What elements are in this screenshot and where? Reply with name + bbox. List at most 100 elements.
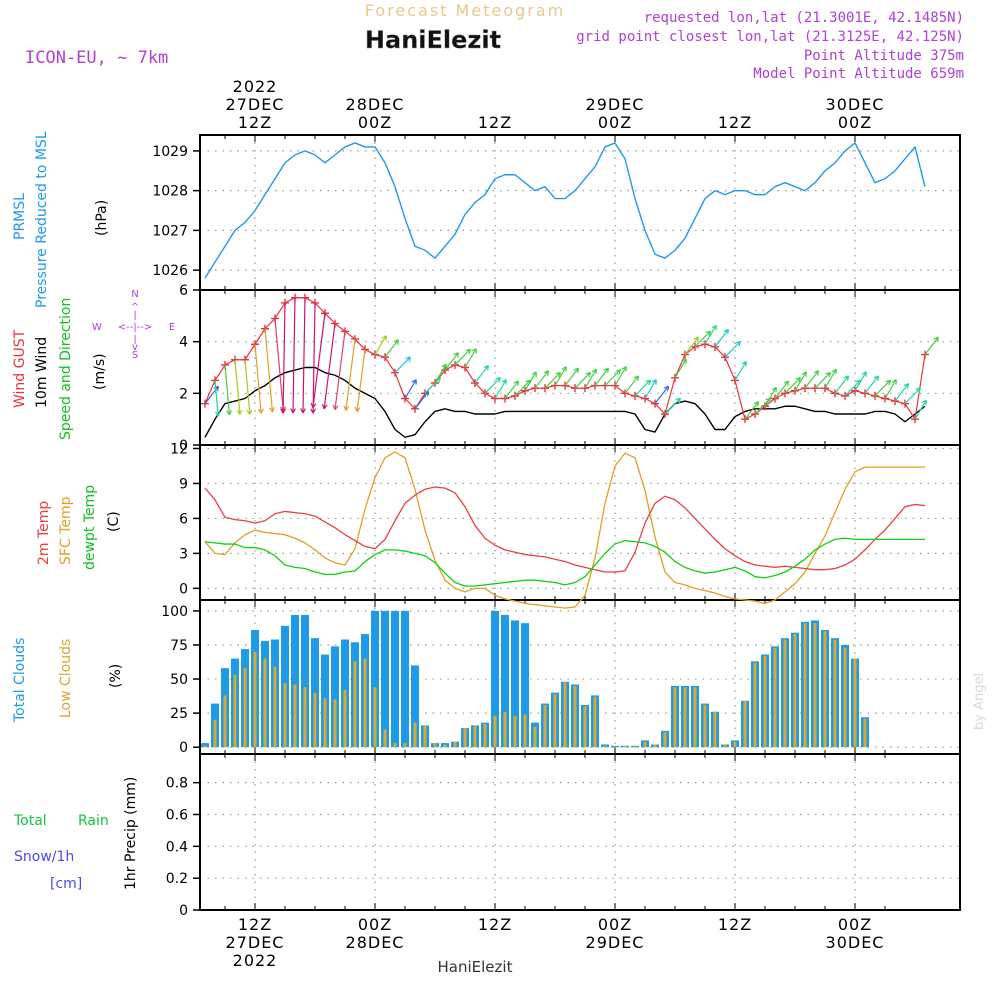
total-cloud-bar [401,610,409,748]
pressure-unit: (hPa) [94,200,110,236]
low-cloud-bar [473,725,477,748]
time-label: 28DEC [346,95,405,114]
wind-arrow-head [783,380,790,387]
low-cloud-bar [343,689,347,748]
wind-direction-arrow [654,385,669,405]
credit-watermark: by Angel [972,673,987,730]
total-cloud-bar [511,620,519,748]
low-cloud-bar [243,668,247,748]
time-label: 12Z [478,113,512,132]
precip-frame [199,753,961,911]
time-label: 00Z [598,113,632,132]
wind-arrow-head [873,375,880,381]
wind-direction-arrow [444,352,459,371]
wind-arrow-head [214,411,221,417]
y-tick-label: 0.4 [166,839,188,855]
wind-arrow-head [663,385,670,392]
low-cloud-bar [573,685,577,748]
wind-direction-arrow [694,330,711,348]
meteogram-subtitle: Forecast Meteogram [365,1,565,20]
wind-direction-arrow [244,359,251,415]
wind-arrow-head [531,371,537,377]
wind-direction-arrow [774,380,789,399]
low-cloud-bar [423,725,427,748]
low-cloud-bar [793,634,797,748]
time-label: 00Z [358,915,392,934]
wind-arrow-head [465,348,471,355]
time-label: 2022 [233,77,278,96]
wind-arrow-head [411,379,417,385]
pressure-frame [199,134,961,291]
wind-panel [201,293,940,438]
wind-direction-arrow [224,364,231,415]
wind-arrow-head [543,370,550,376]
y-tick-label: 0 [179,581,188,597]
model-altitude: Model Point Altitude 659m [753,66,964,82]
low-cloud-bar [753,662,757,748]
wind-direction-arrow [474,365,489,384]
wind-arrow-head [290,408,296,414]
low-cloud-bar [743,700,747,748]
y-tick-label: 4 [179,335,188,351]
precip-rain-label: Rain [78,813,109,829]
wind-compass: N ^ | W <--|--> E | v S [92,289,175,361]
wind-arrow-head [603,367,610,374]
gust-marker [201,399,209,408]
grid-point-coords: grid point closest lon,lat (21.3125E, 42… [576,29,964,45]
low-cloud-bar [813,623,817,748]
wind-arrow-head [843,375,850,381]
y-tick-label: 0.2 [166,871,188,887]
low-cloud-bar [493,715,497,748]
wind-arrow-head [915,387,921,393]
wind-direction-arrow [644,379,657,399]
y-tick-label: 75 [170,638,188,654]
wind-direction-arrow [312,302,316,414]
point-altitude: Point Altitude 375m [804,48,964,64]
wind-direction-arrow [454,348,471,366]
low-cloud-bar [713,711,717,748]
wind-direction-arrow [804,370,819,389]
wind-direction-arrow [624,375,639,394]
svg-text:E: E [169,322,175,333]
low-cloud-bar [263,658,267,748]
low-cloud-bar [553,694,557,748]
time-label: 12Z [238,915,272,934]
wind-direction-arrow [894,383,909,402]
wind-direction-arrow [274,318,284,412]
wind-arrow-head [381,335,387,341]
wind-direction-arrow [794,371,807,392]
gust-marker [901,399,909,408]
total-cloud-bar [301,614,309,748]
wind-direction-arrow [302,297,306,413]
low-cloud-bar [533,726,537,748]
low-cloud-bar [613,745,617,748]
wind-arrow-head [495,377,501,383]
wind-direction-arrow [864,375,879,394]
wind-direction-arrow [464,348,477,368]
low-cloud-bar [543,704,547,748]
wind-direction-arrow [744,401,759,420]
wind-arrow-head [735,340,741,347]
low-cloud-bar [483,724,487,748]
wind-arrow-head [561,366,567,372]
time-label: 00Z [358,113,392,132]
wind-arrow-head [280,408,287,414]
temp-sfc-label: SFC Temp [58,496,74,565]
gust-marker [391,368,399,377]
low-cloud-bar [633,745,637,748]
gust-marker [651,399,659,408]
wind-direction-arrow [424,377,441,394]
low-cloud-bar [593,696,597,748]
wind-direction-arrow [214,380,219,417]
wind-direction-arrow [714,329,729,348]
wind-direction-arrow [312,313,326,408]
y-tick-label: 9 [179,476,188,492]
low-clouds-label: Low Clouds [58,639,74,718]
y-tick-label: 0.6 [166,807,188,823]
wind-arrow-head [321,404,328,410]
wind-direction-arrow [414,391,429,410]
y-tick-label: 0 [179,903,188,919]
wind-direction-arrow [604,369,621,387]
